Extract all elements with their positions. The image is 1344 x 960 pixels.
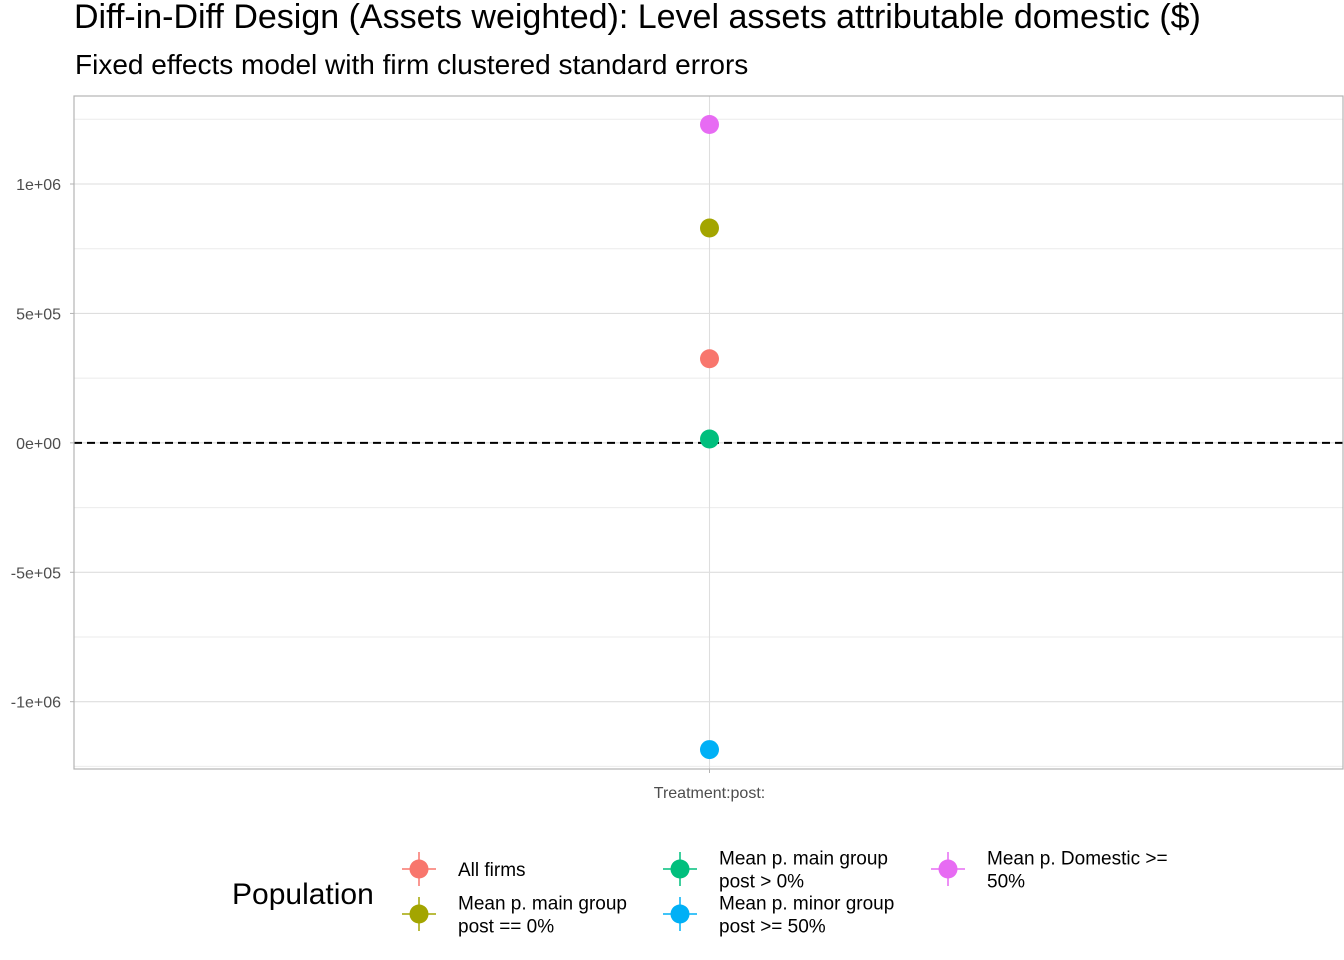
- legend-label: post == 0%: [458, 917, 554, 938]
- legend-title: Population: [232, 878, 374, 911]
- data-point: [700, 218, 719, 238]
- legend-key-point: [670, 904, 690, 924]
- legend-label: Mean p. main group: [719, 849, 888, 870]
- y-tick-label: 1e+06: [16, 177, 61, 194]
- data-point: [700, 114, 719, 134]
- data-point: [700, 740, 719, 760]
- x-axis: Treatment:post:: [654, 769, 765, 802]
- legend-label: post >= 50%: [719, 917, 826, 938]
- x-tick-label: Treatment:post:: [654, 785, 765, 802]
- legend-label: All firms: [458, 860, 526, 881]
- legend-label: Mean p. Domestic >=: [987, 849, 1168, 870]
- points: [700, 114, 719, 760]
- y-tick-label: -5e+05: [11, 565, 61, 582]
- y-tick-label: -1e+06: [11, 695, 61, 712]
- legend-label: Mean p. minor group: [719, 894, 894, 915]
- legend-label: Mean p. main group: [458, 894, 627, 915]
- y-tick-label: 0e+00: [16, 436, 61, 453]
- legend-key-point: [409, 859, 429, 879]
- legend-label: 50%: [987, 872, 1025, 893]
- y-axis: 1e+06 5e+05 0e+00 -5e+05 -1e+06: [11, 177, 74, 712]
- chart-subtitle: Fixed effects model with firm clustered …: [75, 49, 748, 80]
- y-tick-label: 5e+05: [16, 306, 61, 323]
- data-point: [700, 349, 719, 369]
- plot-panel-border: [73, 95, 1344, 770]
- data-point: [700, 429, 719, 449]
- legend-item: Mean p. Domestic >=50%: [931, 849, 1168, 893]
- legend-key-point: [409, 904, 429, 924]
- chart-title: Diff-in-Diff Design (Assets weighted): L…: [74, 0, 1201, 36]
- legend-item: All firms: [402, 852, 526, 886]
- legend-key-point: [938, 859, 958, 879]
- legend-label: post > 0%: [719, 872, 804, 893]
- legend-key-point: [670, 859, 690, 879]
